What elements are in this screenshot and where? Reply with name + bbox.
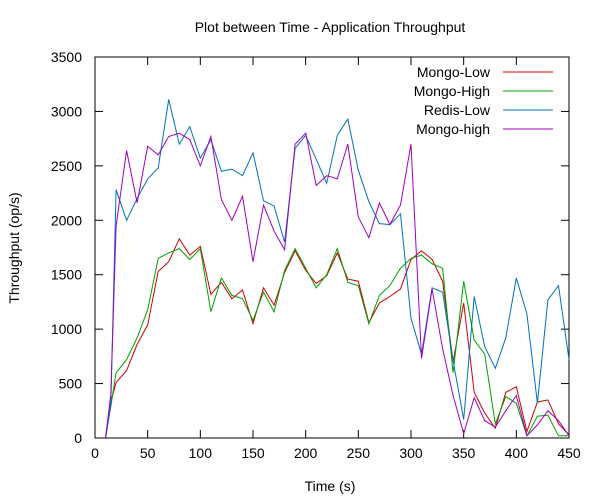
y-tick-label: 2500 xyxy=(51,158,82,174)
y-tick-label: 1500 xyxy=(51,267,82,283)
x-tick-label: 200 xyxy=(294,445,318,461)
y-tick-label: 0 xyxy=(74,430,82,446)
x-tick-label: 350 xyxy=(452,445,476,461)
x-tick-label: 100 xyxy=(189,445,213,461)
legend-label: Redis-Low xyxy=(424,102,491,118)
x-tick-label: 450 xyxy=(557,445,581,461)
y-tick-label: 2000 xyxy=(51,212,82,228)
series-line-mongo-high xyxy=(105,132,570,439)
legend: Mongo-Low Mongo-High Redis-Low Mongo-high xyxy=(414,64,553,137)
x-axis-label: Time (s) xyxy=(305,478,356,494)
y-tick-label: 3500 xyxy=(51,49,82,65)
x-tick-label: 250 xyxy=(347,445,371,461)
y-axis-label: Throughput (op/s) xyxy=(6,192,22,303)
series-line-redis-low xyxy=(105,99,570,439)
y-tick-label: 500 xyxy=(59,376,83,392)
x-tick-label: 400 xyxy=(505,445,529,461)
plot-frame xyxy=(94,56,570,439)
y-tick-label: 3000 xyxy=(51,103,82,119)
legend-label: Mongo-Low xyxy=(417,64,491,80)
series-line-mongo-low xyxy=(105,237,570,439)
legend-label: Mongo-High xyxy=(414,83,490,99)
y-tick-label: 1000 xyxy=(51,321,82,337)
axis-ticks: 0 50 100 150 200 250 300 350 400 450 0 500 1000 1500 2… xyxy=(51,49,581,461)
x-tick-label: 0 xyxy=(91,445,99,461)
x-tick-label: 300 xyxy=(399,445,423,461)
legend-label: Mongo-high xyxy=(416,121,490,137)
x-tick-label: 50 xyxy=(140,445,156,461)
series-lines xyxy=(105,99,570,439)
chart-title: Plot between Time - Application Throughp… xyxy=(195,19,466,35)
x-tick-label: 150 xyxy=(241,445,265,461)
series-line-mongo-high xyxy=(105,247,569,439)
plot-axes xyxy=(94,56,570,439)
